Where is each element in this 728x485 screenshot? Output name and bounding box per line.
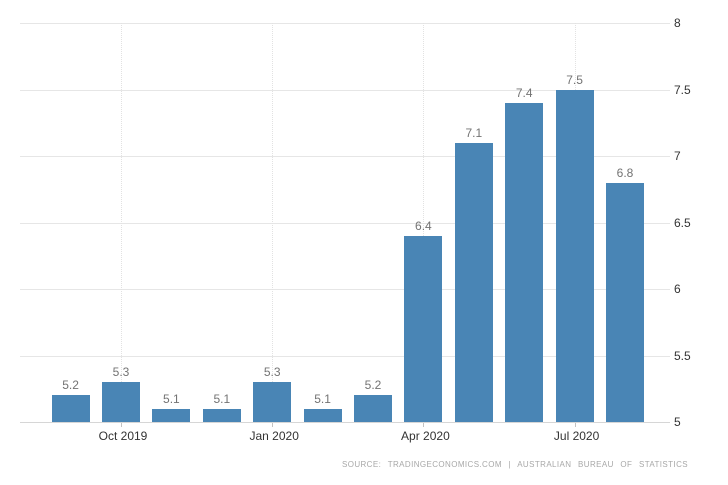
data-bar[interactable] xyxy=(202,408,241,422)
data-bar[interactable] xyxy=(505,102,544,422)
bar-value-label: 5.2 xyxy=(62,378,79,393)
bar-value-label: 6.8 xyxy=(616,165,634,180)
data-bar[interactable] xyxy=(354,395,392,422)
data-bar[interactable] xyxy=(454,142,493,422)
data-bar[interactable] xyxy=(555,89,594,422)
x-gridline xyxy=(121,23,122,422)
x-axis-tick-label: Jan 2020 xyxy=(249,429,299,443)
y-gridline xyxy=(20,355,670,357)
bar-value-label: 7.4 xyxy=(515,85,533,100)
y-gridline xyxy=(20,89,670,91)
data-bar[interactable] xyxy=(606,182,644,422)
y-axis-tick-label: 7.5 xyxy=(674,82,691,97)
y-gridline xyxy=(20,156,670,157)
x-axis-tick xyxy=(121,423,122,427)
y-axis-tick-label: 8 xyxy=(674,16,681,30)
data-bar[interactable] xyxy=(102,382,140,422)
bar-value-label: 7.1 xyxy=(465,125,483,140)
source-attribution: SOURCE: TRADINGECONOMICS.COM | AUSTRALIA… xyxy=(341,460,688,469)
bar-value-label: 5.2 xyxy=(364,378,382,393)
x-axis-line xyxy=(20,422,670,423)
y-axis-tick-label: 6.5 xyxy=(674,215,691,230)
bar-value-label: 5.1 xyxy=(163,391,180,406)
y-gridline xyxy=(20,289,670,290)
plot-area[interactable]: 5.2 5.3 5.1 5.1 5.3 5.1 5.2 6.4 7.1 7.4 7.5 6.8 xyxy=(20,23,670,422)
y-axis-tick-label: 5.5 xyxy=(674,348,691,363)
y-axis-tick-label: 6 xyxy=(674,282,681,296)
data-bar[interactable] xyxy=(253,382,292,422)
bar-value-label: 5.3 xyxy=(263,365,281,380)
bar-value-label: 5.1 xyxy=(314,391,331,406)
x-axis-tick xyxy=(423,423,425,427)
x-axis-tick-label: Oct 2019 xyxy=(98,429,148,443)
y-gridline xyxy=(20,222,670,224)
data-bar[interactable] xyxy=(51,395,90,422)
y-axis-tick-label: 5 xyxy=(674,415,681,429)
bar-value-label: 5.1 xyxy=(213,391,231,406)
data-bar[interactable] xyxy=(303,408,342,422)
bar-value-label: 5.3 xyxy=(112,365,130,380)
bar-value-label: 6.4 xyxy=(415,218,432,233)
data-bar[interactable] xyxy=(152,408,191,422)
data-bar[interactable] xyxy=(404,235,443,422)
x-axis-tick xyxy=(574,423,576,427)
y-axis-tick-label: 7 xyxy=(674,149,681,163)
x-axis-tick-label: Jul 2020 xyxy=(553,429,600,443)
x-gridline xyxy=(423,23,425,422)
bar-value-label: 7.5 xyxy=(566,72,583,87)
x-axis-tick xyxy=(272,423,274,427)
x-axis-tick-label: Apr 2020 xyxy=(401,429,450,443)
x-gridline xyxy=(272,23,274,422)
y-gridline xyxy=(20,23,670,24)
